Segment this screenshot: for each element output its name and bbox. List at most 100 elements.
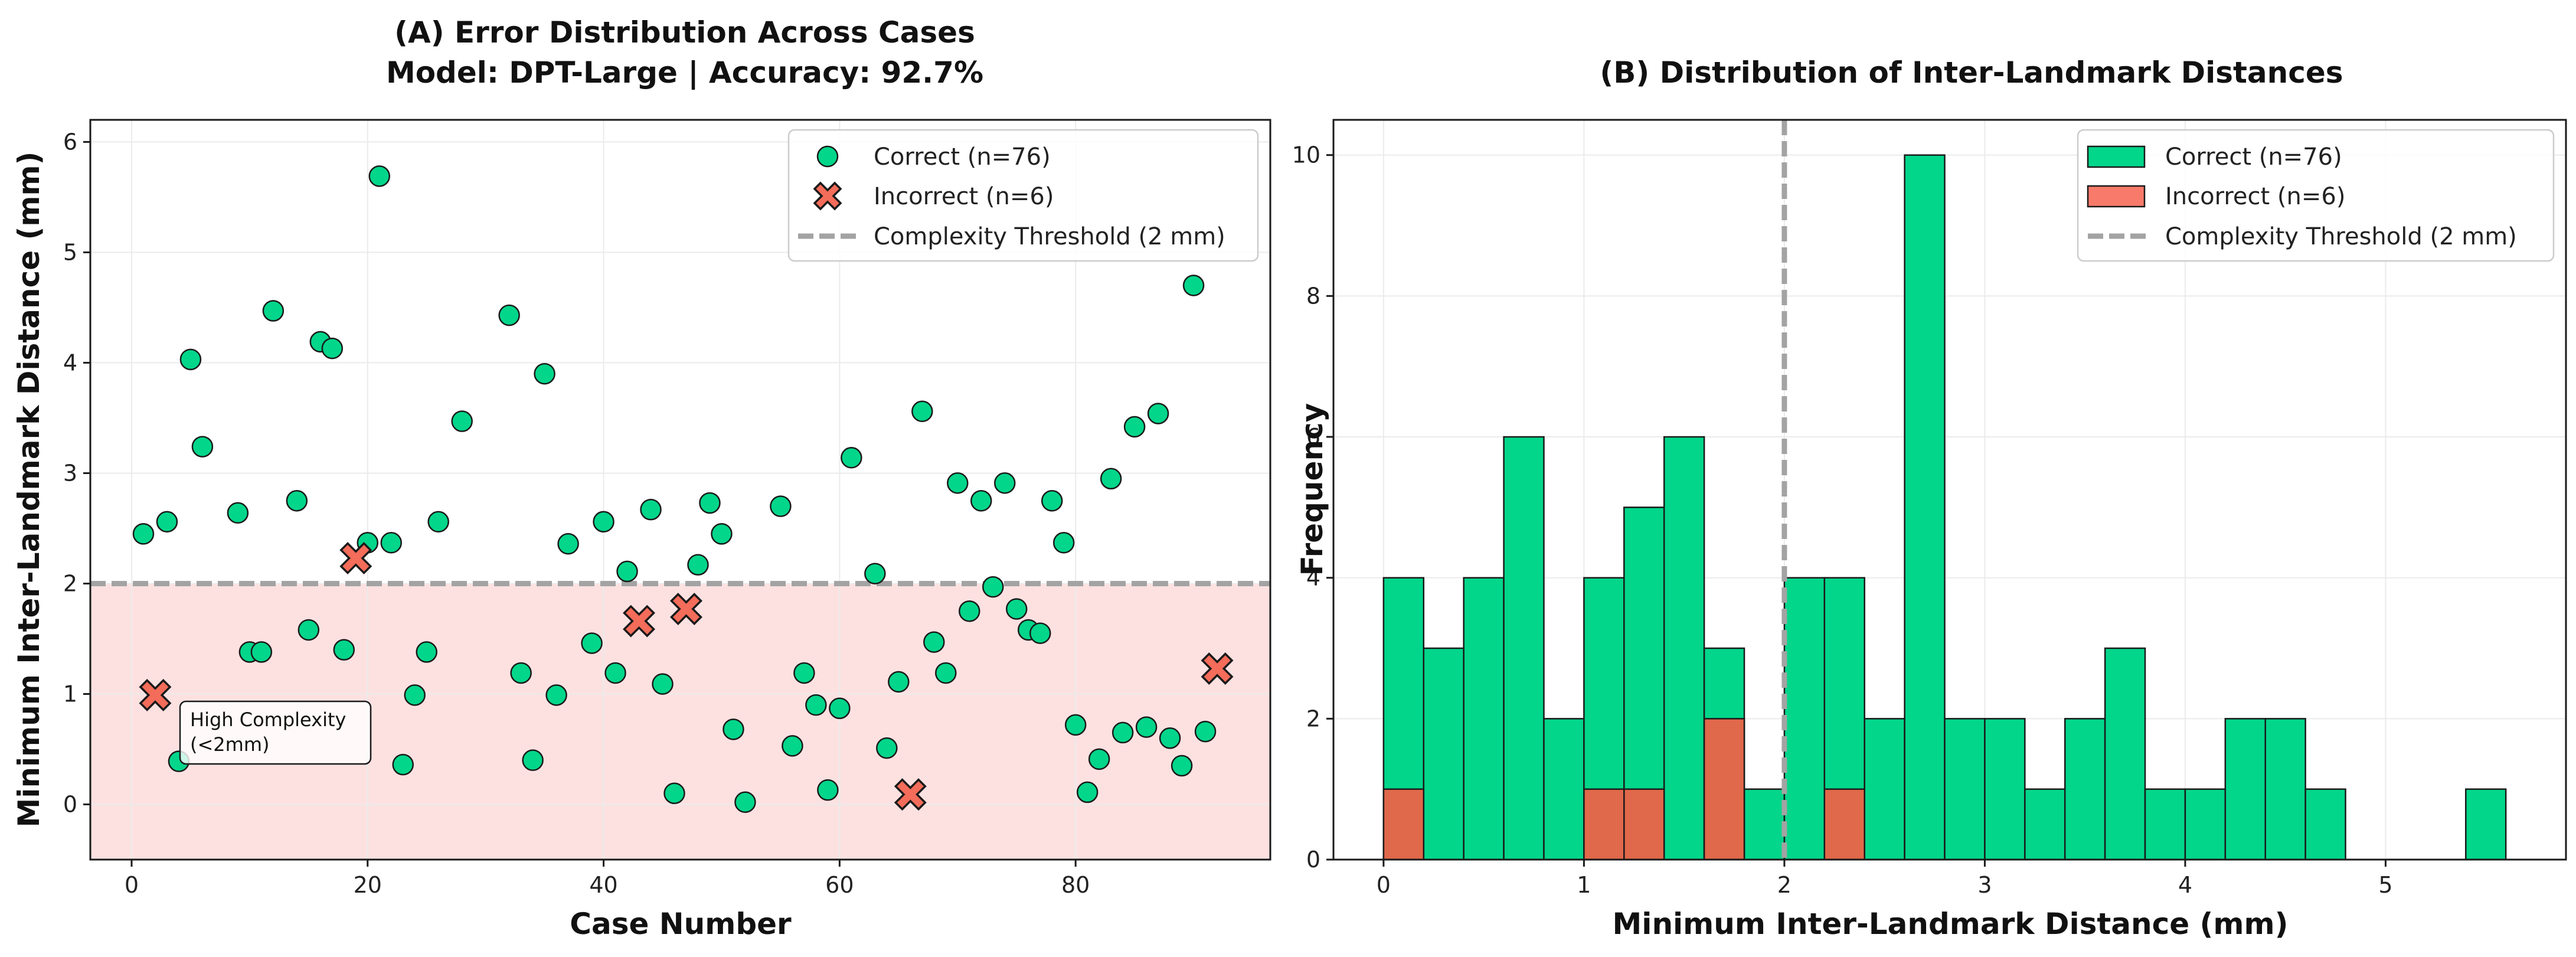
correct-point bbox=[522, 749, 544, 771]
correct-bar bbox=[2144, 788, 2186, 861]
legend-b-correct-swatch bbox=[2087, 145, 2146, 168]
correct-point bbox=[333, 639, 355, 661]
incorrect-bar bbox=[1382, 788, 1425, 861]
y-tick-label: 8 bbox=[1306, 283, 1320, 309]
correct-bar bbox=[1543, 718, 1585, 861]
correct-point bbox=[805, 694, 827, 716]
correct-point bbox=[982, 576, 1004, 598]
incorrect-point bbox=[894, 778, 927, 811]
correct-point bbox=[392, 753, 414, 776]
y-tick-label: 4 bbox=[63, 350, 77, 375]
correct-bar bbox=[2184, 788, 2227, 861]
correct-point bbox=[262, 300, 285, 322]
panel-b-frame bbox=[1332, 119, 2567, 861]
correct-point bbox=[1041, 489, 1063, 512]
correct-point bbox=[864, 563, 886, 584]
correct-point bbox=[416, 641, 437, 663]
legend-b-incorrect-label: Incorrect (n=6) bbox=[2165, 183, 2345, 210]
legend-incorrect-label: Incorrect (n=6) bbox=[874, 183, 1054, 210]
correct-point bbox=[368, 165, 391, 187]
high-complexity-annotation: High Complexity (<2mm) bbox=[179, 700, 372, 765]
incorrect-bar bbox=[1623, 788, 1665, 861]
correct-point bbox=[132, 523, 155, 545]
correct-point bbox=[888, 671, 910, 693]
correct-point bbox=[1159, 727, 1181, 749]
correct-point bbox=[1194, 720, 1217, 743]
correct-bar bbox=[1783, 577, 1826, 861]
correct-point bbox=[1064, 714, 1087, 736]
correct-point bbox=[545, 684, 567, 706]
y-tick-label: 3 bbox=[63, 460, 77, 486]
correct-point bbox=[993, 472, 1016, 494]
correct-point bbox=[380, 532, 402, 554]
legend-b-correct-label: Correct (n=76) bbox=[2165, 143, 2342, 171]
correct-point bbox=[652, 673, 674, 695]
panel-a-chart: 0 20 40 60 80 0 1 2 3 4 5 6 High Complexity (<2mm)… bbox=[12, 119, 1271, 941]
correct-point bbox=[923, 631, 945, 653]
x-tick-label: 20 bbox=[354, 872, 382, 898]
correct-point bbox=[179, 348, 202, 371]
correct-bar bbox=[2064, 718, 2106, 861]
panel-b-chart: 0 1 2 3 4 5 0 2 4 6 8 10 Correct (n=76) Incorrect … bbox=[1292, 119, 2567, 941]
panel-b-legend: Correct (n=76) Incorrect (n=6) Complexit… bbox=[2077, 129, 2555, 262]
correct-point bbox=[841, 447, 862, 469]
y-tick-label: 10 bbox=[1292, 142, 1320, 168]
panel-a-subtitle: Model: DPT-Large | Accuracy: 92.7% bbox=[386, 55, 983, 90]
correct-bar bbox=[1944, 718, 1986, 861]
incorrect-bar bbox=[1823, 788, 1865, 861]
incorrect-point bbox=[670, 593, 702, 625]
x-tick-label: 0 bbox=[125, 872, 139, 898]
legend-incorrect-marker bbox=[813, 181, 842, 211]
y-tick-label: 1 bbox=[63, 681, 77, 707]
correct-point bbox=[604, 662, 626, 684]
y-tick-label: 2 bbox=[63, 570, 77, 596]
correct-point bbox=[534, 362, 555, 385]
x-tick-label: 40 bbox=[589, 872, 617, 898]
panel-a-frame bbox=[89, 119, 1271, 861]
correct-point bbox=[734, 791, 756, 814]
y-tick-label: 5 bbox=[63, 239, 77, 265]
correct-point bbox=[723, 718, 744, 740]
correct-point bbox=[947, 472, 969, 494]
y-tick-label: 0 bbox=[63, 791, 77, 817]
correct-bar bbox=[2224, 718, 2266, 861]
correct-point bbox=[876, 737, 898, 759]
correct-point bbox=[1052, 532, 1075, 554]
correct-point bbox=[817, 779, 839, 801]
x-tick-label: 1 bbox=[1577, 872, 1591, 898]
correct-point bbox=[557, 533, 579, 555]
legend-correct-marker bbox=[816, 145, 839, 168]
incorrect-point bbox=[1201, 652, 1234, 685]
correct-point bbox=[1123, 416, 1146, 438]
correct-point bbox=[1182, 275, 1205, 296]
incorrect-point bbox=[623, 605, 656, 638]
correct-point bbox=[1088, 748, 1110, 770]
correct-point bbox=[1112, 721, 1134, 744]
correct-point bbox=[321, 337, 344, 360]
correct-point bbox=[451, 410, 473, 432]
correct-point bbox=[1171, 755, 1193, 777]
correct-point bbox=[227, 502, 249, 524]
y-tick-label: 2 bbox=[1306, 705, 1320, 731]
correct-point bbox=[793, 662, 815, 684]
correct-point bbox=[770, 495, 792, 517]
panel-a-xlabel: Case Number bbox=[570, 907, 792, 941]
legend-correct-label: Correct (n=76) bbox=[874, 143, 1051, 171]
correct-point bbox=[286, 489, 308, 512]
correct-bar bbox=[2464, 788, 2507, 861]
incorrect-bar bbox=[1703, 718, 1745, 861]
x-tick-label: 3 bbox=[1977, 872, 1992, 898]
correct-bar bbox=[1904, 154, 1946, 861]
correct-bar bbox=[1864, 718, 1905, 861]
incorrect-point bbox=[339, 541, 372, 574]
y-tick-label: 6 bbox=[1306, 424, 1320, 450]
legend-b-threshold-label: Complexity Threshold (2 mm) bbox=[2165, 223, 2517, 250]
correct-bar bbox=[1423, 647, 1464, 861]
correct-point bbox=[498, 304, 520, 326]
correct-point bbox=[1076, 781, 1099, 804]
y-tick-label: 0 bbox=[1306, 847, 1320, 873]
correct-point bbox=[1147, 403, 1169, 424]
correct-bar bbox=[2304, 788, 2346, 861]
correct-point bbox=[829, 697, 851, 720]
y-tick-label: 6 bbox=[63, 129, 77, 155]
